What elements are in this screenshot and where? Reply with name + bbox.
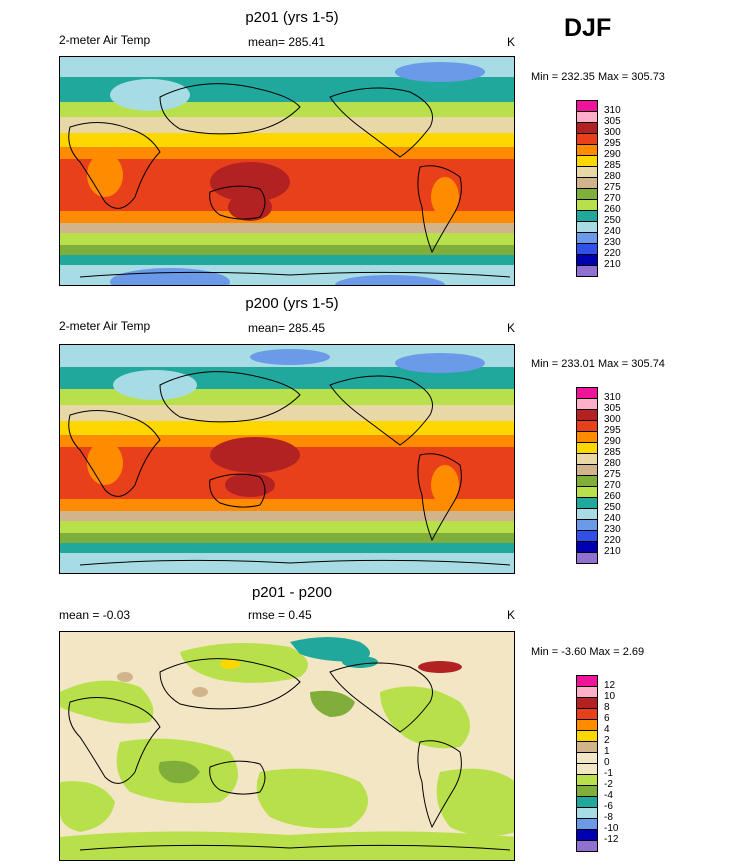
panel-1-title: p201 (yrs 1-5): [245, 9, 339, 26]
panel-2-variable-label: 2-meter Air Temp: [59, 319, 151, 333]
legend-label: 220: [604, 248, 621, 259]
legend-label: 10: [604, 691, 616, 702]
legend-label: -10: [604, 823, 619, 834]
legend-label: 310: [604, 105, 621, 116]
legend-label: 280: [604, 171, 621, 182]
legend-label: -8: [604, 812, 613, 823]
legend-label: -6: [604, 801, 613, 812]
legend-swatch: [576, 265, 598, 277]
legend-label: 270: [604, 193, 621, 204]
legend-label: -1: [604, 768, 613, 779]
panel-1-mean-label: mean= 285.41: [248, 35, 326, 49]
legend-label: 1: [604, 746, 610, 757]
panel-3-units: K: [507, 608, 516, 622]
legend-label: 2: [604, 735, 610, 746]
season-title: DJF: [564, 14, 612, 42]
panel-1-units: K: [507, 35, 516, 49]
legend-label: 220: [604, 535, 621, 546]
legend-swatch: [576, 552, 598, 564]
legend-swatch: [576, 840, 598, 852]
panel-1-minmax: Min = 232.35 Max = 305.73: [531, 71, 665, 83]
legend-label: 8: [604, 702, 610, 713]
legend-label: 250: [604, 215, 621, 226]
legend-label: 305: [604, 403, 621, 414]
panel-2-units: K: [507, 321, 516, 335]
legend-label: 275: [604, 182, 621, 193]
legend-label: 210: [604, 259, 621, 270]
legend-label: 290: [604, 436, 621, 447]
legend-label: 230: [604, 237, 621, 248]
legend-label: 240: [604, 226, 621, 237]
legend-label: -4: [604, 790, 613, 801]
legend-label: 305: [604, 116, 621, 127]
legend-label: 250: [604, 502, 621, 513]
legend-label: 295: [604, 138, 621, 149]
legend-label: 285: [604, 160, 621, 171]
legend-label: -2: [604, 779, 613, 790]
legend-label: -12: [604, 834, 619, 845]
legend-label: 260: [604, 491, 621, 502]
legend-label: 290: [604, 149, 621, 160]
panel-1-variable-label: 2-meter Air Temp: [59, 33, 151, 47]
legend-label: 260: [604, 204, 621, 215]
panel-2-minmax: Min = 233.01 Max = 305.74: [531, 358, 665, 370]
legend-label: 0: [604, 757, 610, 768]
panel-2-mean-label: mean= 285.45: [248, 321, 326, 335]
legend-label: 210: [604, 546, 621, 557]
legend-label: 230: [604, 524, 621, 535]
panel-3-mean-label: mean = -0.03: [59, 608, 131, 622]
legend-label: 6: [604, 713, 610, 724]
legend-label: 275: [604, 469, 621, 480]
legend-label: 270: [604, 480, 621, 491]
panel-3-map: [59, 631, 515, 861]
panel-3-title: p201 - p200: [251, 584, 333, 601]
legend-label: 285: [604, 447, 621, 458]
panel-3-minmax: Min = -3.60 Max = 2.69: [531, 646, 645, 658]
legend-label: 240: [604, 513, 621, 524]
panel-2-title: p200 (yrs 1-5): [245, 295, 339, 312]
panel-1-map: [59, 56, 515, 286]
legend-label: 4: [604, 724, 610, 735]
panel-3-rmse-label: rmse = 0.45: [248, 608, 312, 622]
legend-label: 300: [604, 414, 621, 425]
legend-label: 300: [604, 127, 621, 138]
legend-label: 310: [604, 392, 621, 403]
panel-2-map: [59, 344, 515, 574]
legend-label: 280: [604, 458, 621, 469]
legend-label: 12: [604, 680, 616, 691]
legend-label: 295: [604, 425, 621, 436]
